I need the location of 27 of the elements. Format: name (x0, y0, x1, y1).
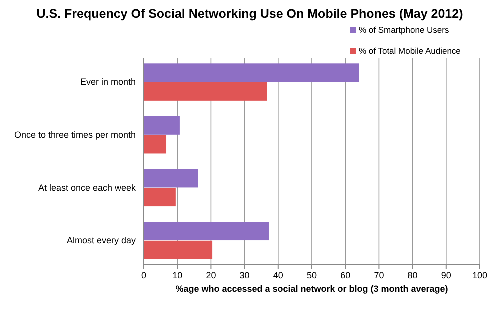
x-tick-label: 40 (273, 270, 284, 280)
x-tick-label: 10 (172, 270, 183, 280)
bar (144, 169, 198, 188)
chart-title: U.S. Frequency Of Social Networking Use On Mobile Phones (May 2012) (36, 7, 464, 21)
x-tick-label: 50 (306, 270, 318, 280)
legend-label: % of Total Mobile Audience (359, 46, 462, 56)
x-tick-label: 70 (374, 270, 384, 280)
y-tick-label: Ever in month (80, 77, 136, 88)
x-tick-label: 20 (206, 270, 216, 280)
bar (144, 222, 269, 241)
bar (144, 135, 167, 154)
bar (144, 64, 360, 82)
x-tick-label: 100 (472, 270, 488, 280)
bar (144, 188, 176, 207)
bar (144, 82, 268, 101)
bar (144, 240, 213, 260)
x-tick-label: 0 (141, 270, 147, 280)
x-axis-title: %age who accessed a social network or blog (3 month average) (176, 284, 448, 294)
x-tick-label: 90 (441, 270, 452, 280)
x-tick-label: 80 (408, 270, 418, 280)
y-tick-label: Almost every day (66, 236, 136, 246)
bar (144, 116, 180, 135)
y-tick-label: Once to three times per month (14, 130, 136, 140)
x-tick-label: 30 (240, 270, 250, 280)
y-tick-label: At least once each week (38, 182, 136, 193)
x-tick-label: 60 (340, 270, 351, 280)
legend-label: % of Smartphone Users (359, 25, 450, 35)
